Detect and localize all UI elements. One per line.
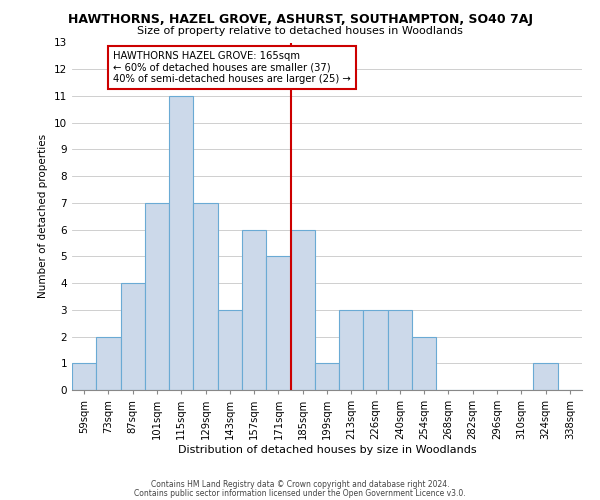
Bar — [412, 336, 436, 390]
Bar — [315, 364, 339, 390]
Bar — [242, 230, 266, 390]
X-axis label: Distribution of detached houses by size in Woodlands: Distribution of detached houses by size … — [178, 445, 476, 455]
Bar — [169, 96, 193, 390]
Bar — [96, 336, 121, 390]
Bar — [145, 203, 169, 390]
Bar — [290, 230, 315, 390]
Text: HAWTHORNS, HAZEL GROVE, ASHURST, SOUTHAMPTON, SO40 7AJ: HAWTHORNS, HAZEL GROVE, ASHURST, SOUTHAM… — [67, 12, 533, 26]
Bar — [218, 310, 242, 390]
Y-axis label: Number of detached properties: Number of detached properties — [38, 134, 49, 298]
Text: Contains public sector information licensed under the Open Government Licence v3: Contains public sector information licen… — [134, 488, 466, 498]
Bar — [364, 310, 388, 390]
Text: HAWTHORNS HAZEL GROVE: 165sqm
← 60% of detached houses are smaller (37)
40% of s: HAWTHORNS HAZEL GROVE: 165sqm ← 60% of d… — [113, 50, 351, 84]
Text: Contains HM Land Registry data © Crown copyright and database right 2024.: Contains HM Land Registry data © Crown c… — [151, 480, 449, 489]
Bar — [121, 283, 145, 390]
Bar — [339, 310, 364, 390]
Text: Size of property relative to detached houses in Woodlands: Size of property relative to detached ho… — [137, 26, 463, 36]
Bar — [533, 364, 558, 390]
Bar — [193, 203, 218, 390]
Bar — [266, 256, 290, 390]
Bar — [72, 364, 96, 390]
Bar — [388, 310, 412, 390]
